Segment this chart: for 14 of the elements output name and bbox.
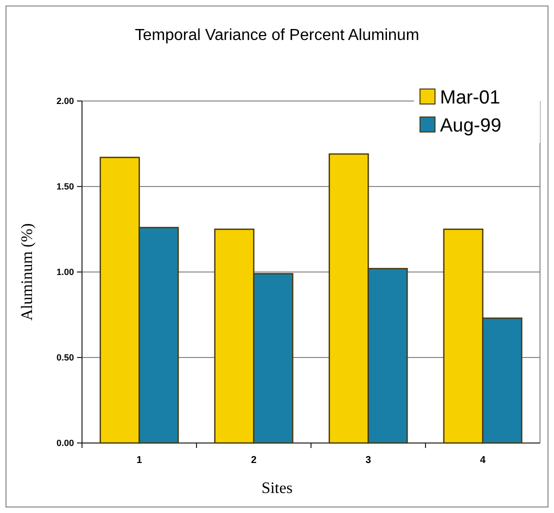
x-tick-label: 4: [480, 455, 486, 466]
legend-label: Aug-99: [440, 116, 502, 137]
x-tick-label: 3: [365, 455, 372, 466]
y-axis-title: Aluminum (%): [19, 223, 36, 321]
y-tick-label: 0.00: [56, 438, 74, 448]
y-tick-label: 1.50: [56, 182, 74, 192]
x-tick-label: 2: [250, 455, 257, 466]
y-tick-label: 1.00: [56, 267, 74, 278]
legend-label: Mar-01: [440, 88, 500, 109]
x-tick-label: 1: [136, 455, 142, 466]
y-tick-label: 2.00: [56, 96, 74, 106]
x-axis-title: Sites: [261, 480, 293, 497]
y-tick-label: 0.50: [56, 352, 74, 363]
chart-title: Temporal Variance of Percent Aluminum: [134, 27, 420, 44]
